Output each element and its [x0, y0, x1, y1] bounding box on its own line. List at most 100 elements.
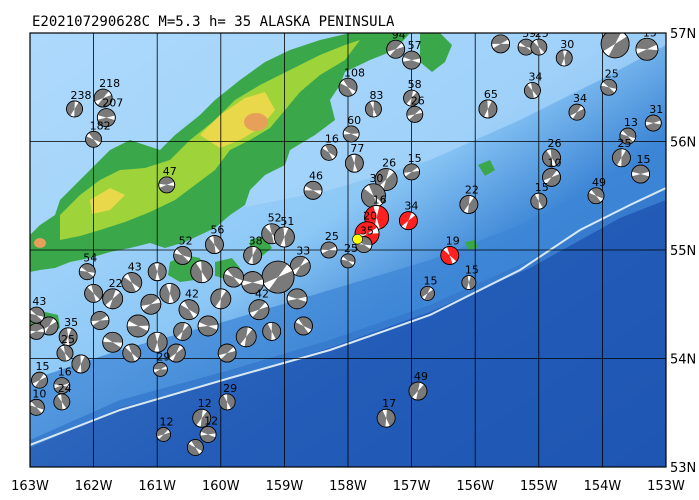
beachball-compressional-quadrant — [354, 154, 364, 172]
focal-mechanism-beachball: 10 — [30, 387, 46, 416]
longitude-label: 163W — [11, 479, 49, 494]
beachball-rim — [93, 88, 113, 108]
beachball-rim — [461, 275, 477, 290]
beachball-compressional-quadrant — [556, 50, 565, 66]
depth-label: 16 — [58, 366, 72, 379]
depth-label: 34 — [528, 71, 542, 84]
beachball-rim — [406, 105, 424, 123]
focal-mechanism-beachball: 26 — [374, 156, 398, 191]
focal-mechanism-beachball: 26 — [542, 137, 562, 168]
beachball-rim — [403, 89, 421, 107]
beachball-compressional-quadrant — [377, 410, 387, 428]
beachball-compressional-quadrant — [30, 307, 45, 317]
beachball-rim — [243, 246, 263, 265]
longitude-label: 159W — [266, 479, 304, 494]
beachball-rim — [30, 398, 45, 416]
depth-label: 83 — [369, 89, 383, 102]
beachball-compressional-quadrant — [268, 270, 295, 294]
depth-label: 58 — [408, 78, 422, 91]
depth-label: 218 — [99, 77, 120, 90]
beachball-compressional-quadrant — [368, 183, 386, 203]
beachball-compressional-quadrant — [325, 144, 337, 157]
beachball-compressional-quadrant — [169, 283, 180, 303]
beachball-compressional-quadrant — [91, 284, 103, 300]
beachball-compressional-quadrant — [530, 194, 539, 210]
focal-mechanism-beachball: 22 — [459, 183, 479, 214]
beachball-compressional-quadrant — [389, 46, 405, 59]
beachball-compressional-quadrant — [92, 319, 109, 330]
depth-label: 15 — [465, 264, 479, 277]
beachball-compressional-quadrant — [147, 332, 158, 352]
depth-label: 21 — [611, 18, 625, 31]
depth-label: 77 — [350, 142, 364, 155]
focal-mechanism-beachball: 12 — [199, 414, 218, 443]
depth-label: 42 — [185, 288, 199, 301]
beachball-compressional-quadrant — [287, 298, 307, 309]
beachball-compressional-quadrant — [403, 163, 418, 173]
beachball-compressional-quadrant — [192, 409, 203, 426]
beachball-compressional-quadrant — [550, 148, 561, 166]
beachball-rim — [355, 236, 373, 253]
beachball-rim — [66, 100, 83, 118]
latitude-label: 54N — [670, 353, 696, 368]
beachball-compressional-quadrant — [176, 246, 192, 258]
depth-label: 46 — [309, 169, 323, 182]
depth-label: 47 — [163, 165, 177, 178]
beachball-rim — [262, 321, 282, 341]
focal-mechanism-beachball: 25 — [600, 67, 619, 96]
depth-label: 29 — [223, 382, 237, 395]
beachball-rim — [102, 331, 124, 353]
beachball-compressional-quadrant — [290, 256, 306, 272]
beachball-compressional-quadrant — [210, 288, 222, 308]
beachball-compressional-quadrant — [608, 36, 630, 58]
depth-label: 15 — [643, 26, 657, 39]
beachball-compressional-quadrant — [213, 235, 224, 252]
beachball-compressional-quadrant — [218, 344, 234, 356]
focal-mechanism-beachball — [126, 314, 150, 338]
beachball-rim — [235, 326, 257, 348]
focal-mechanism-beachball: 15 — [31, 360, 50, 389]
beachball-compressional-quadrant — [30, 323, 44, 332]
beachball-compressional-quadrant — [219, 394, 228, 410]
beachball-rim — [420, 285, 435, 301]
depth-label: 16 — [373, 193, 387, 206]
land-summit — [244, 113, 268, 131]
beachball-rim — [71, 354, 91, 374]
focal-mechanism-beachball: 65 — [478, 88, 498, 119]
beachball-rim — [491, 34, 511, 54]
focal-mechanism-beachball: 49 — [408, 370, 428, 401]
beachball-compressional-quadrant — [200, 434, 216, 443]
focal-mechanism-beachball — [190, 260, 214, 284]
focal-mechanism-beachball — [146, 331, 168, 353]
beachball-compressional-quadrant — [530, 82, 541, 97]
focal-mechanism-beachball: 34 — [524, 71, 542, 99]
focal-mechanism-beachball: 34 — [568, 92, 587, 121]
depth-label: 20 — [363, 210, 377, 223]
beachball-compressional-quadrant — [154, 369, 168, 377]
beachball-compressional-quadrant — [612, 148, 622, 166]
beachball-rim — [320, 143, 338, 161]
focal-mechanism-beachball: 34 — [399, 200, 418, 231]
beachball-compressional-quadrant — [399, 211, 412, 227]
beachball-compressional-quadrant — [402, 60, 421, 70]
beachball-rim — [524, 82, 541, 99]
focal-mechanism-beachball: 56 — [205, 224, 224, 254]
beachball-rim — [173, 246, 193, 265]
depth-label: 10 — [32, 387, 46, 400]
beachball-rim — [173, 321, 193, 341]
beachball-compressional-quadrant — [31, 372, 45, 384]
beachball-compressional-quadrant — [355, 221, 378, 235]
beachball-compressional-quadrant — [631, 174, 650, 184]
beachball-compressional-quadrant — [172, 347, 186, 363]
beachball-compressional-quadrant — [403, 90, 414, 105]
beachball-compressional-quadrant — [478, 99, 488, 118]
depth-label: 31 — [649, 103, 663, 116]
beachball-compressional-quadrant — [68, 328, 78, 346]
beachball-compressional-quadrant — [198, 325, 218, 336]
depth-label: 13 — [624, 116, 638, 129]
longitude-label: 158W — [329, 479, 367, 494]
focal-mechanism-beachball: 43 — [30, 295, 46, 324]
beachball-compressional-quadrant — [200, 410, 211, 428]
beachball-compressional-quadrant — [564, 50, 573, 66]
focal-mechanism-beachball: 25 — [320, 230, 339, 259]
